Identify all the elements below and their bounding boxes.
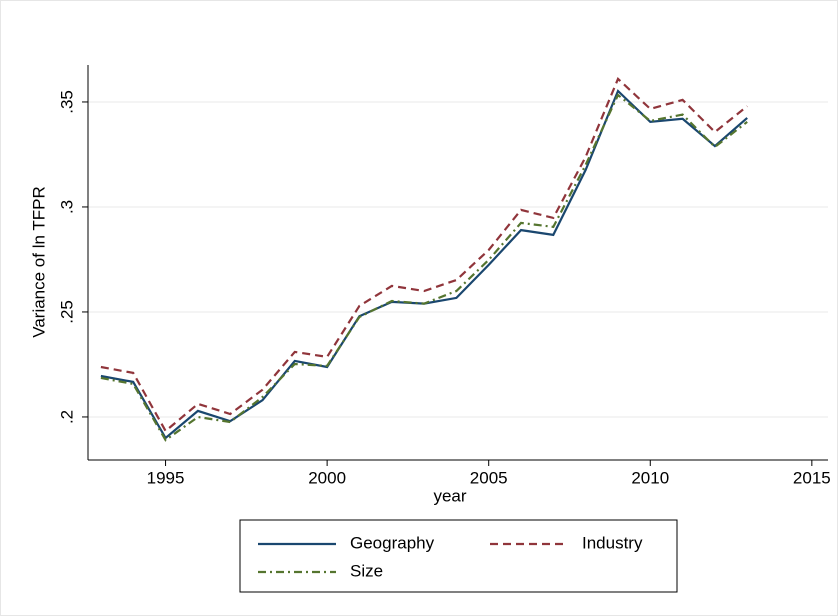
y-tick-label: .2 [57, 410, 76, 424]
x-tick-label: 2000 [308, 468, 346, 487]
series-line [100, 93, 748, 442]
legend-label: Geography [350, 533, 435, 552]
y-axis-label: Variance of ln TFPR [29, 186, 48, 338]
y-tick-label: .35 [57, 90, 76, 114]
legend-box [239, 519, 678, 593]
legend-label: Size [350, 561, 383, 580]
y-tick-label: .3 [57, 200, 76, 214]
x-axis-label: year [433, 486, 466, 505]
x-tick-label: 2010 [631, 468, 669, 487]
x-tick-label: 1995 [147, 468, 185, 487]
series-line [100, 77, 748, 433]
y-tick-label: .25 [57, 300, 76, 324]
legend-label: Industry [582, 533, 643, 552]
x-tick-label: 2005 [470, 468, 508, 487]
x-tick-label: 2015 [793, 468, 831, 487]
